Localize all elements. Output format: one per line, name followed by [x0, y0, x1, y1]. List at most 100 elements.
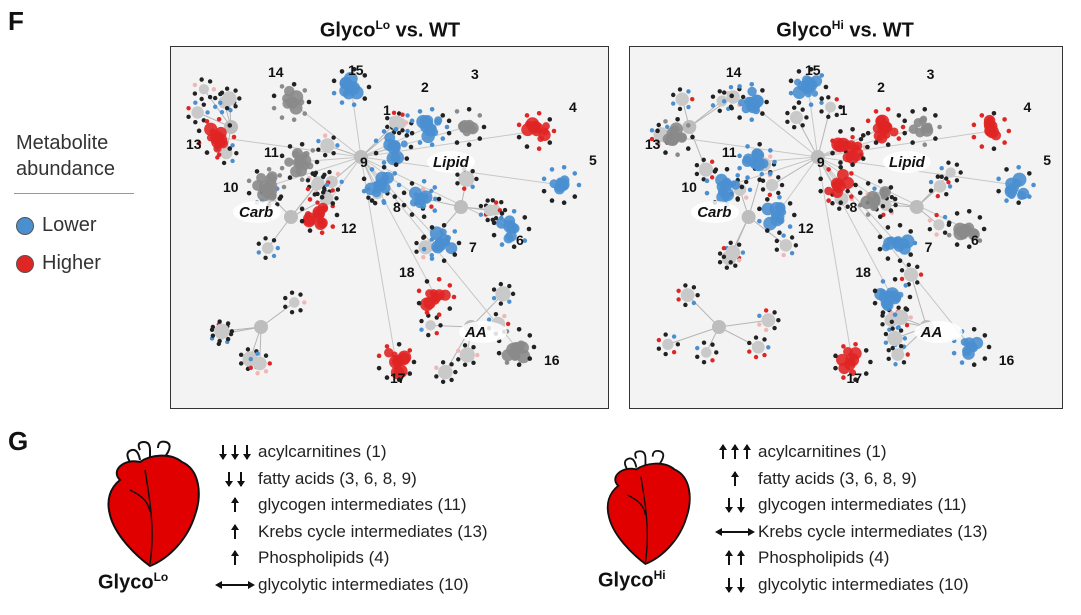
metabolite-node [903, 267, 919, 282]
arrow-up-head [737, 550, 745, 557]
cluster-leaf [227, 123, 233, 128]
panel-letter-g: G [8, 426, 29, 456]
metabolite-leaf [677, 87, 683, 92]
cluster-leaf [951, 350, 957, 356]
metabolite-leaf [709, 159, 715, 164]
cluster-leaf [351, 66, 357, 72]
cluster-node [423, 296, 436, 310]
cluster-leaf [865, 118, 871, 124]
change-text: Phospholipids (4) [258, 548, 390, 568]
metabolite-leaf [192, 91, 198, 96]
cluster-leaf [849, 194, 854, 199]
metabolite-leaf [429, 253, 434, 258]
cluster-leaf [572, 194, 578, 199]
cluster-leaf [903, 283, 909, 288]
metabolite-leaf [199, 77, 204, 82]
cluster-leaf [777, 230, 782, 236]
cluster-leaf [541, 188, 547, 194]
cluster-leaf [860, 133, 866, 138]
cluster-leaf [868, 359, 873, 365]
cluster-leaf [381, 200, 387, 206]
metabolite-leaf [694, 163, 700, 168]
cluster-leaf [729, 105, 735, 111]
cluster-leaf [456, 240, 462, 246]
cluster-number-label: 5 [589, 152, 597, 168]
metabolite-leaf [229, 329, 235, 334]
cluster-number-label: 1 [383, 102, 391, 118]
cluster-leaf [737, 84, 742, 89]
metabolite-node [675, 92, 689, 106]
cluster-leaf [1016, 164, 1021, 170]
cluster-leaf [576, 182, 582, 188]
cluster-leaf [204, 150, 210, 155]
cluster-number-label: 3 [927, 66, 935, 82]
metabolite-leaf [385, 116, 390, 121]
network-title-lo-main: Glyco [319, 19, 376, 42]
metabolite-leaf [324, 182, 330, 187]
cluster-leaf [675, 152, 680, 158]
metabolite-node [438, 364, 453, 380]
metabolite-leaf [826, 95, 831, 100]
metabolite-leaf [238, 361, 244, 366]
cluster-leaf [959, 360, 965, 365]
arrow-down-head [237, 480, 245, 487]
metabolite-leaf [493, 311, 499, 317]
change-arrows [212, 548, 258, 568]
metabolite-leaf [233, 88, 238, 93]
metabolite-leaf [946, 180, 951, 185]
metabolite-leaf [322, 133, 328, 138]
network-edge [687, 294, 720, 328]
cluster-leaf [432, 208, 438, 213]
category-label-halo [233, 201, 281, 223]
metabolite-leaf [491, 296, 497, 301]
cluster-leaf [971, 122, 977, 128]
cluster-leaf [306, 99, 312, 105]
cluster-leaf [277, 173, 283, 178]
metabolite-leaf [686, 104, 691, 110]
cluster-leaf [986, 344, 992, 350]
arrow-up-1-icon [231, 497, 239, 513]
network-nodes [649, 66, 1036, 383]
cluster-leaf [416, 300, 422, 306]
cluster-leaf [885, 225, 891, 230]
metabolite-leaf [193, 120, 198, 125]
metabolite-leaf [819, 109, 824, 114]
cluster-leaf [885, 142, 891, 148]
arrow-up-3-icon [719, 444, 751, 460]
metabolite-leaf [772, 325, 777, 331]
legend-item-higher: Higher [16, 252, 101, 275]
cluster-leaf [1002, 117, 1007, 122]
cluster-leaf [808, 102, 814, 108]
metabolite-leaf [762, 352, 767, 358]
metabolite-leaf [330, 188, 335, 193]
cluster-node [316, 217, 328, 229]
cluster-leaf [436, 196, 442, 202]
cluster-leaf [910, 140, 915, 145]
legend-higher-swatch [16, 254, 34, 273]
metabolite-leaf [217, 338, 222, 344]
arrow-down-head [243, 454, 251, 461]
network-panel-hi: 1 2 3 4 5 6 7 8 9 10 11 12 13 14 15 16 17 18 Lipid Carb AA [629, 46, 1063, 409]
metabolite-leaf [321, 174, 326, 180]
cluster-leaf [299, 141, 305, 147]
cluster-leaf [892, 312, 898, 318]
cluster-leaf [421, 178, 427, 184]
metabolite-leaf [671, 92, 676, 98]
cluster-number-label: 9 [360, 154, 368, 170]
cluster-node [292, 157, 304, 168]
metabolite-node [887, 330, 903, 347]
metabolite-leaf [228, 108, 233, 113]
heart-label-lo-sup: Lo [153, 570, 169, 584]
metabolite-leaf [339, 179, 344, 184]
cluster-node [538, 128, 551, 142]
cluster-leaf [432, 185, 438, 190]
cluster-leaf [877, 214, 883, 220]
cluster-node [843, 346, 853, 357]
cluster-leaf [946, 232, 952, 238]
network-panel-lo: 1 2 3 4 5 6 7 8 9 10 11 12 13 14 15 16 17 18 Lipid Carb AA [170, 46, 609, 409]
cluster-leaf [227, 146, 233, 151]
cluster-node [866, 190, 879, 203]
metabolite-leaf [890, 326, 895, 331]
cluster-leaf [663, 150, 668, 155]
cluster-edge [817, 156, 893, 298]
